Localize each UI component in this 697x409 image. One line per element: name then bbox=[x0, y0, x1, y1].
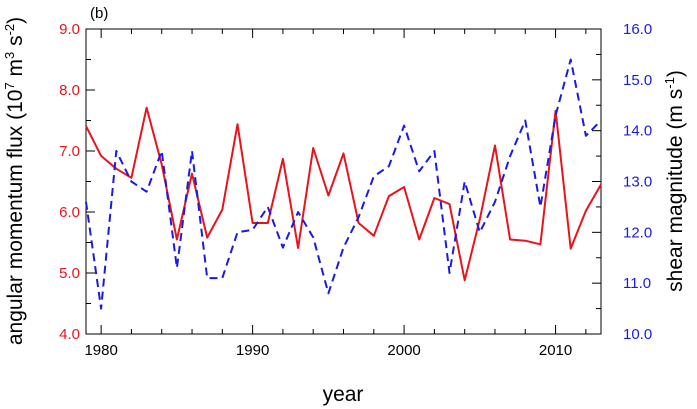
left-axis-title-end: ) bbox=[4, 17, 27, 24]
left-y-tick-label: 6.0 bbox=[59, 204, 80, 221]
x-axis-title: year bbox=[323, 383, 364, 406]
left-axis-title-exp1: 7 bbox=[2, 82, 17, 89]
plot-frame bbox=[85, 28, 602, 335]
x-tick-label: 1990 bbox=[236, 342, 269, 359]
x-tick-label: 2010 bbox=[539, 342, 572, 359]
left-axis-title-exp2: 3 bbox=[2, 52, 17, 59]
left-axis-title-exp3: -2 bbox=[2, 24, 17, 36]
right-y-tick-label: 16.0 bbox=[623, 21, 652, 38]
right-axis-title-exp: -1 bbox=[662, 77, 677, 89]
right-y-tick-label: 11.0 bbox=[623, 275, 651, 292]
tick-layer: 1980 1990 2000 2010 4.0 5.0 6.0 7.0 8.0 9.0 10.0 11… bbox=[59, 21, 652, 359]
left-axis-title-mid: m bbox=[4, 59, 27, 82]
series-line-angular-momentum-flux bbox=[85, 106, 602, 282]
right-axis-title-main: shear magnitude (m s bbox=[664, 89, 687, 292]
left-y-tick-label: 4.0 bbox=[59, 326, 80, 343]
x-tick-label: 2000 bbox=[387, 342, 420, 359]
right-axis-title: shear magnitude (m s-1) bbox=[662, 70, 687, 292]
x-tick-label: 1980 bbox=[84, 342, 117, 359]
right-y-tick-label: 13.0 bbox=[623, 174, 652, 191]
left-y-tick-label: 9.0 bbox=[59, 21, 80, 38]
left-y-tick-label: 8.0 bbox=[59, 82, 80, 99]
left-y-tick-label: 5.0 bbox=[59, 265, 80, 282]
right-y-tick-label: 14.0 bbox=[623, 123, 652, 140]
left-axis-title-mid2: s bbox=[4, 35, 27, 51]
right-y-tick-label: 15.0 bbox=[623, 72, 652, 89]
series-layer bbox=[85, 58, 602, 310]
right-y-tick-label: 12.0 bbox=[623, 224, 652, 241]
left-y-tick-label: 7.0 bbox=[59, 143, 80, 160]
right-axis-title-end: ) bbox=[664, 70, 687, 77]
left-axis-title-main: angular momentum flux (10 bbox=[4, 90, 27, 346]
series-line-shear-magnitude bbox=[85, 58, 602, 310]
panel-label: (b) bbox=[90, 5, 108, 22]
right-y-tick-label: 10.0 bbox=[623, 326, 652, 343]
left-axis-title: angular momentum flux (107 m3 s-2) bbox=[2, 17, 27, 345]
